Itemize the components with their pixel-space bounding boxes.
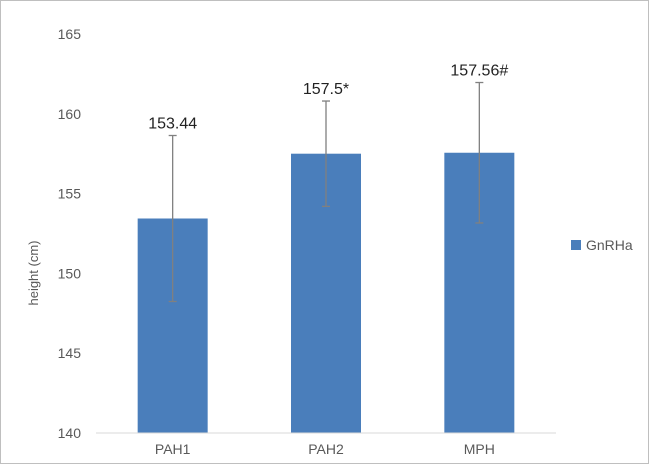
y-tick-label: 145	[58, 345, 82, 361]
y-tick-label: 165	[58, 26, 82, 42]
x-axis-tick-labels: PAH1 PAH2 MPH	[155, 441, 495, 457]
y-tick-label: 160	[58, 106, 82, 122]
legend-swatch-gnrha	[571, 240, 581, 250]
data-label-pah2: 157.5*	[303, 81, 349, 98]
legend-label-gnrha: GnRHa	[586, 237, 633, 253]
legend: GnRHa	[571, 237, 633, 253]
data-label-pah1: 153.44	[148, 116, 197, 133]
x-tick-label-pah2: PAH2	[308, 441, 344, 457]
y-tick-label: 150	[58, 265, 82, 281]
error-bars	[168, 81, 484, 303]
y-axis-label: height (cm)	[26, 240, 41, 305]
x-tick-label-pah1: PAH1	[155, 441, 191, 457]
data-labels: 153.44 157.5* 157.56#	[148, 63, 508, 133]
y-tick-label: 155	[58, 186, 82, 202]
x-tick-label-mph: MPH	[464, 441, 495, 457]
y-tick-label: 140	[58, 425, 82, 441]
data-label-mph: 157.56#	[450, 63, 508, 80]
y-axis-tick-labels: 140 145 150 155 160 165	[58, 26, 82, 441]
